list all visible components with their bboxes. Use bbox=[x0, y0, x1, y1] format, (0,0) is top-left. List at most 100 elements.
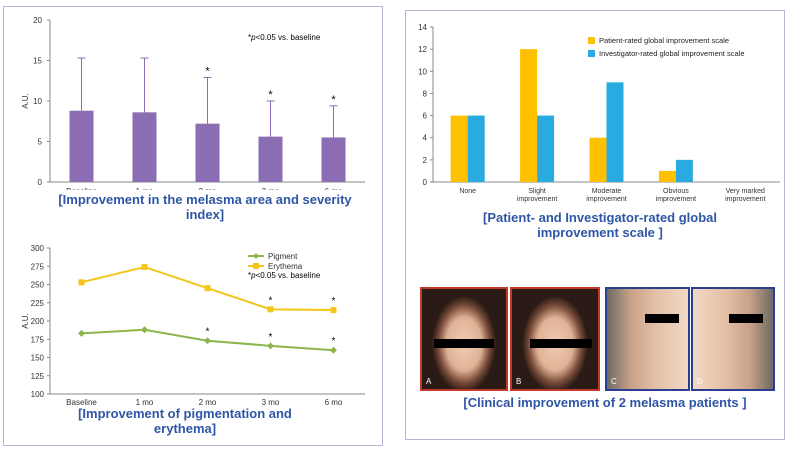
left-panel bbox=[3, 6, 383, 446]
bar bbox=[450, 115, 468, 182]
x-tick-label: improvement bbox=[656, 196, 697, 203]
y-tick-label: 125 bbox=[31, 372, 45, 381]
y-axis-label: A.U. bbox=[21, 93, 30, 109]
data-point bbox=[141, 326, 148, 334]
significance-marker: * bbox=[331, 94, 336, 106]
y-axis-label: A.U. bbox=[21, 313, 30, 329]
significance-marker: * bbox=[332, 336, 336, 347]
improvement-chart-caption: [Patient- and Investigator-rated global … bbox=[482, 210, 718, 240]
y-tick-label: 12 bbox=[418, 45, 427, 54]
x-tick-label: None bbox=[459, 188, 476, 195]
eye-censor-bar bbox=[645, 314, 679, 323]
patient-photo-c: C bbox=[605, 287, 690, 391]
x-tick-label: 6 mo bbox=[325, 398, 343, 405]
significance-marker: * bbox=[332, 296, 336, 307]
photo-label: A bbox=[426, 377, 432, 386]
patient-photo-d: D bbox=[691, 287, 775, 391]
y-tick-label: 200 bbox=[31, 317, 45, 326]
photo-label: C bbox=[611, 377, 617, 386]
bar bbox=[321, 137, 346, 182]
patient-photo-b: B bbox=[510, 287, 600, 391]
patient-photo-a: A bbox=[420, 287, 508, 391]
bar bbox=[258, 136, 283, 182]
eye-censor-bar bbox=[434, 339, 494, 348]
y-tick-label: 4 bbox=[423, 134, 428, 143]
bar bbox=[675, 159, 693, 182]
x-tick-label: 2 mo bbox=[199, 398, 217, 405]
y-tick-label: 225 bbox=[31, 299, 45, 308]
bar bbox=[467, 115, 485, 182]
y-tick-label: 300 bbox=[31, 244, 45, 253]
y-tick-label: 5 bbox=[38, 138, 43, 147]
x-tick-label: 2 mo bbox=[199, 187, 217, 190]
significance-marker: * bbox=[269, 295, 273, 306]
legend-label: Patient-rated global improvement scale bbox=[599, 36, 729, 45]
significance-note: *p<0.05 vs. baseline bbox=[248, 271, 321, 280]
bar bbox=[69, 110, 94, 182]
x-tick-label: improvement bbox=[586, 196, 627, 203]
photo-label: B bbox=[516, 377, 522, 386]
data-point bbox=[204, 337, 211, 345]
significance-marker: * bbox=[269, 332, 273, 343]
legend-swatch bbox=[588, 50, 595, 57]
x-tick-label: 6 mo bbox=[325, 187, 343, 190]
y-tick-label: 0 bbox=[423, 178, 428, 187]
data-point bbox=[330, 346, 337, 354]
x-tick-label: Baseline bbox=[66, 187, 97, 190]
data-point bbox=[78, 329, 85, 337]
significance-note: *p<0.05 vs. baseline bbox=[248, 33, 321, 42]
photo-label: D bbox=[697, 377, 703, 386]
legend-label: Pigment bbox=[268, 252, 298, 261]
pigment-erythema-line-chart: 100 125 150 175 200 225 250 275 300 A.U. Baseline 1… bbox=[21, 244, 365, 405]
x-tick-label: 3 mo bbox=[262, 187, 280, 190]
bar bbox=[537, 115, 555, 182]
bar bbox=[658, 170, 676, 182]
legend-marker bbox=[253, 253, 259, 259]
y-tick-label: 150 bbox=[31, 354, 45, 363]
data-point bbox=[267, 342, 274, 350]
y-tick-label: 14 bbox=[418, 23, 427, 32]
x-tick-label: improvement bbox=[725, 196, 766, 203]
y-tick-label: 275 bbox=[31, 262, 45, 271]
bar bbox=[195, 123, 220, 182]
y-tick-label: 10 bbox=[418, 67, 427, 76]
masi-bar-chart: 0 5 10 15 20 A.U. Baseline 1 mo 2 mo * 3 mo * 6 mo * *… bbox=[21, 16, 365, 190]
significance-marker: * bbox=[205, 66, 210, 78]
data-point bbox=[330, 307, 337, 314]
y-tick-label: 250 bbox=[31, 281, 45, 290]
bar bbox=[589, 137, 607, 182]
right-panel bbox=[405, 10, 785, 440]
x-tick-label: Obvious bbox=[663, 188, 689, 195]
y-tick-label: 8 bbox=[423, 89, 428, 98]
x-tick-label: Moderate bbox=[592, 188, 622, 195]
x-tick-label: Very marked bbox=[726, 188, 765, 195]
y-tick-label: 6 bbox=[423, 112, 428, 121]
y-tick-label: 100 bbox=[31, 390, 45, 399]
bar bbox=[132, 112, 157, 182]
significance-marker: * bbox=[268, 89, 273, 101]
legend-label: Erythema bbox=[268, 262, 303, 271]
y-tick-label: 2 bbox=[423, 156, 428, 165]
legend-label: Investigator-rated global improvement sc… bbox=[599, 49, 745, 58]
bar bbox=[606, 82, 624, 182]
data-point bbox=[267, 306, 274, 313]
x-tick-label: improvement bbox=[517, 196, 558, 203]
legend-marker bbox=[253, 263, 259, 269]
significance-marker: * bbox=[206, 327, 210, 338]
photos-caption: [Clinical improvement of 2 melasma patie… bbox=[463, 395, 747, 410]
data-point bbox=[141, 263, 148, 270]
eye-censor-bar bbox=[530, 339, 592, 348]
x-tick-label: 1 mo bbox=[136, 187, 154, 190]
pigment-chart-caption: [Improvement of pigmentation and erythem… bbox=[78, 406, 292, 436]
data-point bbox=[204, 285, 211, 292]
y-tick-label: 20 bbox=[33, 16, 42, 25]
x-tick-label: Baseline bbox=[66, 398, 97, 405]
eye-censor-bar bbox=[729, 314, 763, 323]
x-tick-label: 1 mo bbox=[136, 398, 154, 405]
x-tick-label: Slight bbox=[528, 188, 546, 195]
x-tick-label: 3 mo bbox=[262, 398, 280, 405]
y-tick-label: 0 bbox=[38, 178, 43, 187]
bar bbox=[520, 49, 538, 183]
data-point bbox=[78, 279, 85, 286]
